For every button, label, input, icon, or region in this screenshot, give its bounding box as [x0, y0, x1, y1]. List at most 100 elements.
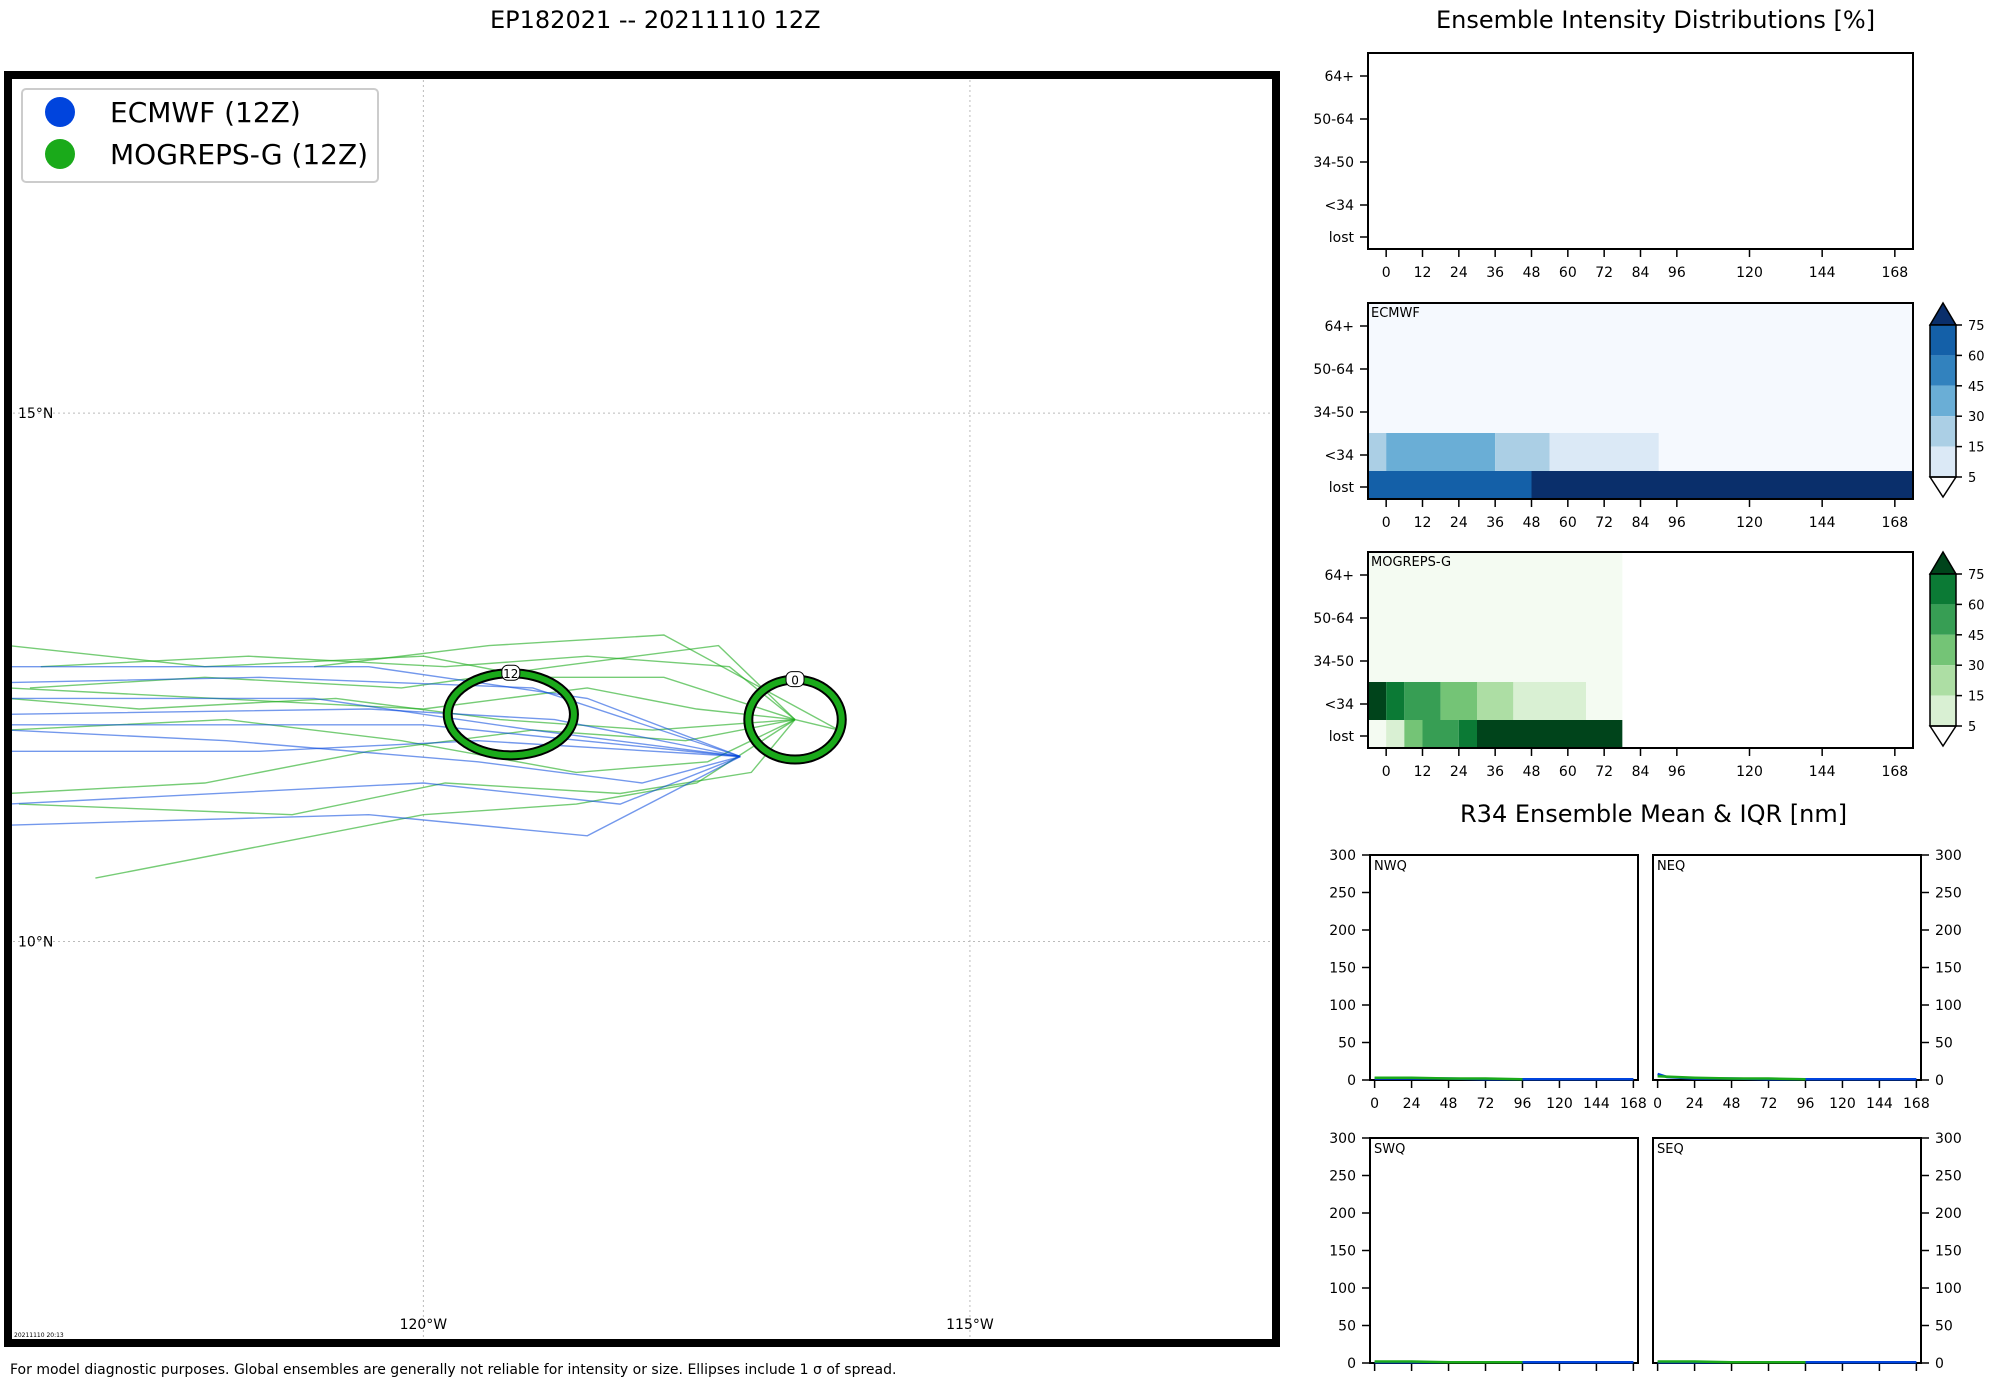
x-tick-label: 24	[1450, 764, 1468, 780]
colorbar-tick-label: 30	[1968, 659, 1985, 674]
intensity-title: Ensemble Intensity Distributions [%]	[1436, 6, 1876, 34]
ecmwf-track	[8, 755, 741, 805]
ecmwf-track	[8, 755, 741, 837]
colorbar-tick-label: 60	[1968, 349, 1985, 364]
mogreps-track	[8, 687, 796, 721]
colorbar-extend-max	[1928, 550, 1958, 575]
x-tick-label: 12	[1414, 265, 1432, 281]
heatmap-cell	[1404, 682, 1441, 720]
y-tick-label: 50-64	[1313, 112, 1354, 128]
r34-series-line	[1657, 1360, 1806, 1364]
x-tick-label: 48	[1440, 1096, 1458, 1112]
ecmwf-track	[8, 708, 741, 758]
heatmap-cell	[1477, 720, 1623, 748]
heatmap-cell	[1458, 720, 1477, 748]
x-tick-label: 120	[1736, 265, 1763, 281]
mogreps-track	[40, 655, 796, 721]
ecmwf-track	[8, 729, 741, 784]
x-tick-label: 84	[1632, 265, 1650, 281]
y-tick-label: 64+	[1324, 568, 1354, 584]
colorbar-frame	[1929, 573, 1957, 727]
r34-panel: 0 50 100 150 200 250 300 0 24 48 72 96 120 144 168 NWQ	[1329, 848, 1646, 1112]
ecmwf-track	[8, 724, 741, 758]
y-tick-label: 250	[1935, 886, 1962, 902]
colorbar-segment	[1930, 665, 1956, 696]
mogreps-track	[8, 697, 796, 731]
x-tick-label: 96	[1668, 265, 1686, 281]
y-tick-label: 150	[1329, 1244, 1356, 1260]
y-tick-label: 100	[1935, 998, 1962, 1014]
y-tick-label: 50	[1935, 1319, 1953, 1335]
x-tick-label: 144	[1809, 515, 1836, 531]
x-tick-label: 72	[1477, 1379, 1495, 1380]
colorbar-tick-label: 15	[1968, 690, 1985, 705]
y-tick-label: 200	[1935, 923, 1962, 939]
x-tick-label: 48	[1523, 265, 1541, 281]
x-tick-label: 24	[1403, 1379, 1421, 1380]
x-tick-label: 36	[1486, 515, 1504, 531]
ecmwf-track	[8, 739, 741, 758]
panel-label: NEQ	[1657, 859, 1685, 874]
colorbar-segment	[1930, 416, 1956, 447]
x-tick-label: 36	[1486, 764, 1504, 780]
r34-frame	[1652, 1137, 1922, 1364]
footnote: For model diagnostic purposes. Global en…	[10, 1362, 897, 1378]
mogreps-track	[8, 718, 796, 774]
colorbar-tick-label: 5	[1968, 720, 1976, 735]
y-tick-label: 100	[1329, 998, 1356, 1014]
y-tick-label: 100	[1329, 1281, 1356, 1297]
x-tick-label: 72	[1595, 515, 1613, 531]
x-tick-label: 96	[1514, 1379, 1532, 1380]
colorbar-segment	[1930, 695, 1956, 726]
x-tick-label: 72	[1760, 1096, 1778, 1112]
x-tick-label: 24	[1450, 515, 1468, 531]
y-tick-label: 50-64	[1313, 362, 1354, 378]
heatmap-cell	[1386, 720, 1405, 748]
y-tick-label: 200	[1935, 1206, 1962, 1222]
y-tick-label: 300	[1935, 1131, 1962, 1147]
colorbar-segment	[1930, 325, 1956, 356]
legend-label: MOGREPS-G (12Z)	[110, 138, 368, 171]
x-tick-label: 60	[1559, 265, 1577, 281]
x-tick-label: 120	[1829, 1096, 1856, 1112]
map-title: EP182021 -- 20211110 12Z	[490, 6, 821, 34]
y-tick-label: 34-50	[1313, 155, 1354, 171]
y-tick-label: 150	[1935, 1244, 1962, 1260]
x-tick-label: 60	[1559, 515, 1577, 531]
x-tick-label: 96	[1514, 1096, 1532, 1112]
r34-frame	[1369, 854, 1639, 1081]
heatmap-cell	[1386, 433, 1496, 471]
x-tick-label: 72	[1760, 1379, 1778, 1380]
y-tick-label: 300	[1935, 848, 1962, 864]
y-tick-label: 250	[1329, 1169, 1356, 1185]
x-tick-label: 36	[1486, 265, 1504, 281]
ellipse-label: 12	[503, 667, 518, 681]
y-tick-label: 0	[1935, 1073, 1944, 1089]
x-tick-label: 120	[1736, 764, 1763, 780]
y-tick-label: 100	[1935, 1281, 1962, 1297]
y-tick-label: 34-50	[1313, 405, 1354, 421]
y-tick-label: 34-50	[1313, 654, 1354, 670]
colorbar-tick-label: 5	[1968, 471, 1976, 486]
y-tick-label: 150	[1329, 961, 1356, 977]
y-tick-label: 0	[1347, 1073, 1356, 1089]
lon-tick-label: 120°W	[400, 1317, 448, 1333]
heatmap-cell	[1368, 682, 1387, 720]
panel-label: ECMWF	[1371, 306, 1420, 321]
y-tick-label: 50	[1338, 1319, 1356, 1335]
y-tick-label: <34	[1324, 448, 1354, 464]
r34-series-line	[1374, 1076, 1523, 1081]
x-tick-label: 120	[1736, 515, 1763, 531]
tracks-group: 0 12	[8, 634, 847, 879]
x-tick-label: 96	[1797, 1096, 1815, 1112]
heatmap-cell	[1477, 682, 1514, 720]
x-tick-label: 24	[1686, 1096, 1704, 1112]
r34-panel: 0 50 100 150 200 250 300 0 24 48 72 96 120 144 168 SWQ	[1329, 1131, 1646, 1380]
x-tick-label: 168	[1620, 1096, 1647, 1112]
colorbar-extend-min	[1928, 725, 1958, 748]
x-tick-label: 120	[1829, 1379, 1856, 1380]
ellipse-label-box	[785, 671, 805, 688]
r34-series-line	[1657, 1075, 1806, 1081]
y-tick-label: 64+	[1324, 69, 1354, 85]
